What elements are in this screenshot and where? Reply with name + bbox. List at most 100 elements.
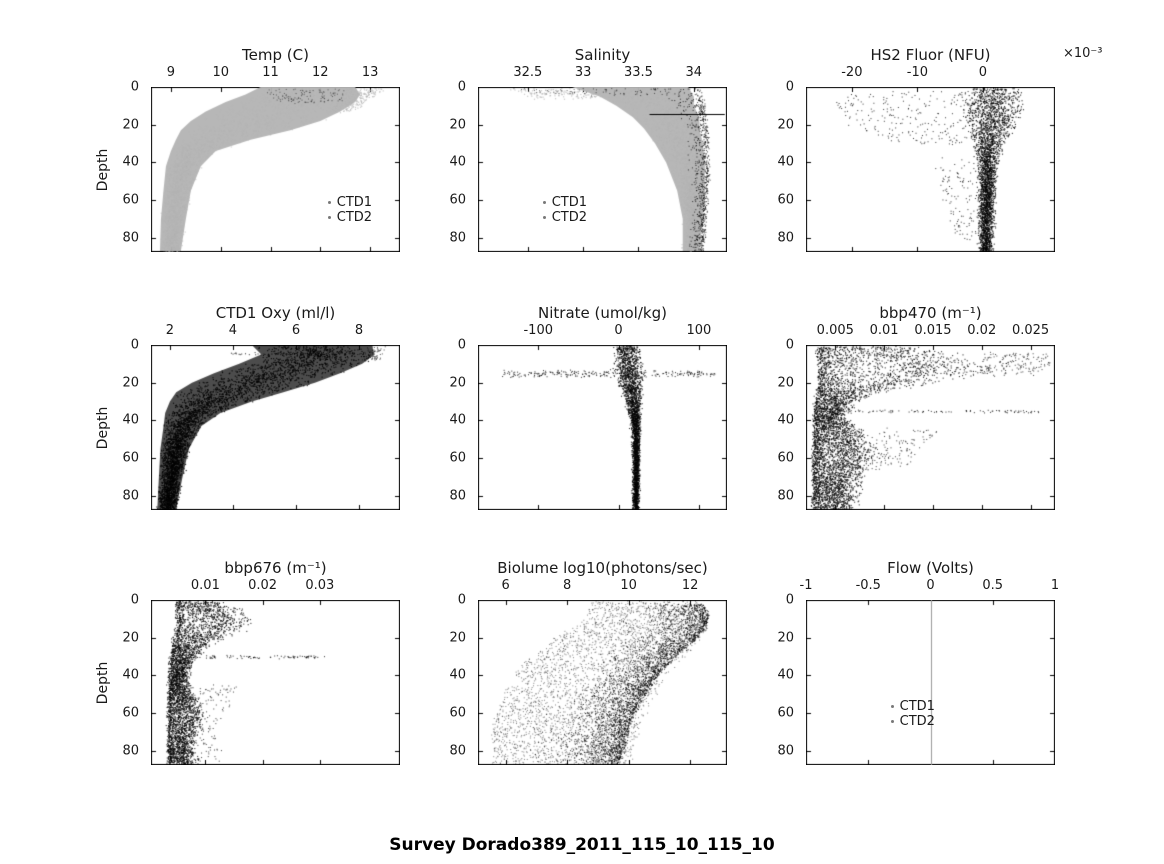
legend-label: CTD2 <box>336 210 373 226</box>
y-tick-label: 40 <box>777 412 794 428</box>
y-axis-ticks: 0 20 40 60 80 <box>760 338 800 510</box>
plot-canvas <box>806 345 1055 510</box>
x-tick-label: 6 <box>291 323 301 338</box>
y-axis-ticks: 0 20 40 60 80 <box>432 338 472 510</box>
y-tick-label: 60 <box>122 450 139 466</box>
y-tick-label: 20 <box>449 375 466 391</box>
x-tick-label: 0 <box>978 65 988 80</box>
plot-title: HS2 Fluor (NFU) <box>870 46 991 64</box>
y-tick-label: 60 <box>777 450 794 466</box>
x-tick-label: 11 <box>262 65 279 80</box>
plot-title: Nitrate (umol/kg) <box>538 304 667 322</box>
y-axis-ticks: 0 20 40 60 80 <box>760 593 800 765</box>
y-tick-label: 80 <box>777 230 794 246</box>
y-tick-label: 20 <box>122 375 139 391</box>
y-tick-label: 40 <box>122 154 139 170</box>
y-tick-label: 40 <box>122 667 139 683</box>
y-tick-label: 60 <box>122 192 139 208</box>
x-tick-label: 9 <box>166 65 176 80</box>
y-tick-label: 20 <box>777 117 794 133</box>
legend-label: CTD1 <box>336 195 373 211</box>
legend-label: CTD1 <box>899 699 935 714</box>
plot-legend: CTD1 CTD2 <box>890 699 935 729</box>
y-tick-label: 80 <box>122 230 139 246</box>
y-tick-label: 60 <box>449 192 466 208</box>
x-tick-label: 0.02 <box>967 323 997 338</box>
y-tick-label: 60 <box>449 450 466 466</box>
y-tick-label: 20 <box>122 117 139 133</box>
y-tick-label: 80 <box>449 230 466 246</box>
x-tick-label: 12 <box>681 578 699 593</box>
x-tick-label: 33.5 <box>623 65 653 80</box>
y-tick-label: 20 <box>777 630 794 646</box>
x-tick-label: 2 <box>165 323 175 338</box>
plot-title: Biolume log10(photons/sec) <box>497 559 708 577</box>
x-tick-label: 32.5 <box>513 65 543 80</box>
y-tick-label: 0 <box>457 592 466 608</box>
x-tick-label: 4 <box>228 323 238 338</box>
figure-title: Survey Dorado389_2011_115_10_115_10 <box>389 835 775 855</box>
plot-canvas <box>151 87 400 252</box>
plot-title: Salinity <box>574 46 631 64</box>
plot-canvas <box>806 87 1055 252</box>
legend-marker-icon <box>890 720 894 723</box>
x-tick-label: 0.025 <box>1011 323 1050 338</box>
subplot-hs2-fluor: HS2 Fluor (NFU) ×10⁻³ -20 -10 0 0 20 40 60 80 <box>777 46 1103 252</box>
legend-marker-icon <box>542 201 546 205</box>
y-tick-label: 0 <box>785 592 794 608</box>
legend-item: CTD1 <box>327 195 373 211</box>
x-tick-label: 8 <box>354 323 364 338</box>
legend-marker-icon <box>327 201 331 205</box>
x-tick-label: 0.02 <box>248 578 278 593</box>
legend-item: CTD2 <box>327 210 373 226</box>
x-tick-label: -0.5 <box>855 578 881 593</box>
x-tick-label: 100 <box>686 323 712 338</box>
y-tick-label: 0 <box>130 592 139 608</box>
y-axis-ticks: 0 20 40 60 80 <box>105 80 145 252</box>
subplot-nitrate: Nitrate (umol/kg) -100 0 100 0 20 40 60 80 <box>449 304 727 510</box>
x-tick-label: 0 <box>614 323 623 338</box>
axis-exponent-label: ×10⁻³ <box>1063 46 1103 61</box>
x-tick-label: 10 <box>620 578 637 593</box>
subplot-temp: Temp (C) Depth 9 10 11 12 13 0 20 40 60 80 CTD1 C… <box>95 46 400 252</box>
y-tick-label: 0 <box>785 337 794 353</box>
y-tick-label: 80 <box>122 743 139 759</box>
y-tick-label: 0 <box>785 79 794 95</box>
subplot-flow: Flow (Volts) -1 -0.5 0 0.5 1 0 20 40 60 80 CTD1 C… <box>777 559 1059 765</box>
y-axis-ticks: 0 20 40 60 80 <box>760 80 800 252</box>
y-tick-label: 60 <box>777 192 794 208</box>
legend-item: CTD1 <box>890 699 935 714</box>
plot-legend: CTD1 CTD2 <box>542 195 587 225</box>
x-tick-label: 13 <box>361 65 379 80</box>
x-tick-label: -1 <box>799 578 813 593</box>
y-tick-label: 60 <box>449 705 466 721</box>
y-tick-label: 0 <box>457 337 466 353</box>
x-tick-label: 0.015 <box>914 323 952 338</box>
y-tick-label: 80 <box>122 488 139 504</box>
y-tick-label: 40 <box>777 154 794 170</box>
subplot-salinity: Salinity 32.5 33 33.5 34 0 20 40 60 80 CTD1 CTD2 <box>449 46 727 252</box>
y-axis-ticks: 0 20 40 60 80 <box>105 338 145 510</box>
legend-item: CTD1 <box>542 195 587 210</box>
x-tick-label: 6 <box>501 578 510 593</box>
y-tick-label: 40 <box>449 667 466 683</box>
x-tick-label: 33 <box>574 65 592 80</box>
y-tick-label: 0 <box>457 79 466 95</box>
plot-canvas <box>478 600 727 765</box>
x-tick-label: -20 <box>841 65 863 80</box>
plot-canvas <box>806 600 1055 765</box>
y-tick-label: 80 <box>449 743 466 759</box>
y-tick-label: 20 <box>449 117 466 133</box>
x-tick-label: 10 <box>212 65 229 80</box>
plot-canvas <box>478 345 727 510</box>
plot-title: Temp (C) <box>242 46 309 64</box>
x-tick-label: -10 <box>906 65 929 80</box>
subplot-bbp470: bbp470 (m⁻¹) 0.005 0.01 0.015 0.02 0.025 0 20… <box>777 304 1055 510</box>
plot-title: CTD1 Oxy (ml/l) <box>215 304 336 322</box>
plot-canvas <box>478 87 727 252</box>
subplot-biolume: Biolume log10(photons/sec) 6 8 10 12 0 20 40 6… <box>449 559 727 765</box>
x-tick-label: 0.03 <box>305 578 335 593</box>
x-tick-label: 0.005 <box>816 323 854 338</box>
y-tick-label: 80 <box>777 743 794 759</box>
